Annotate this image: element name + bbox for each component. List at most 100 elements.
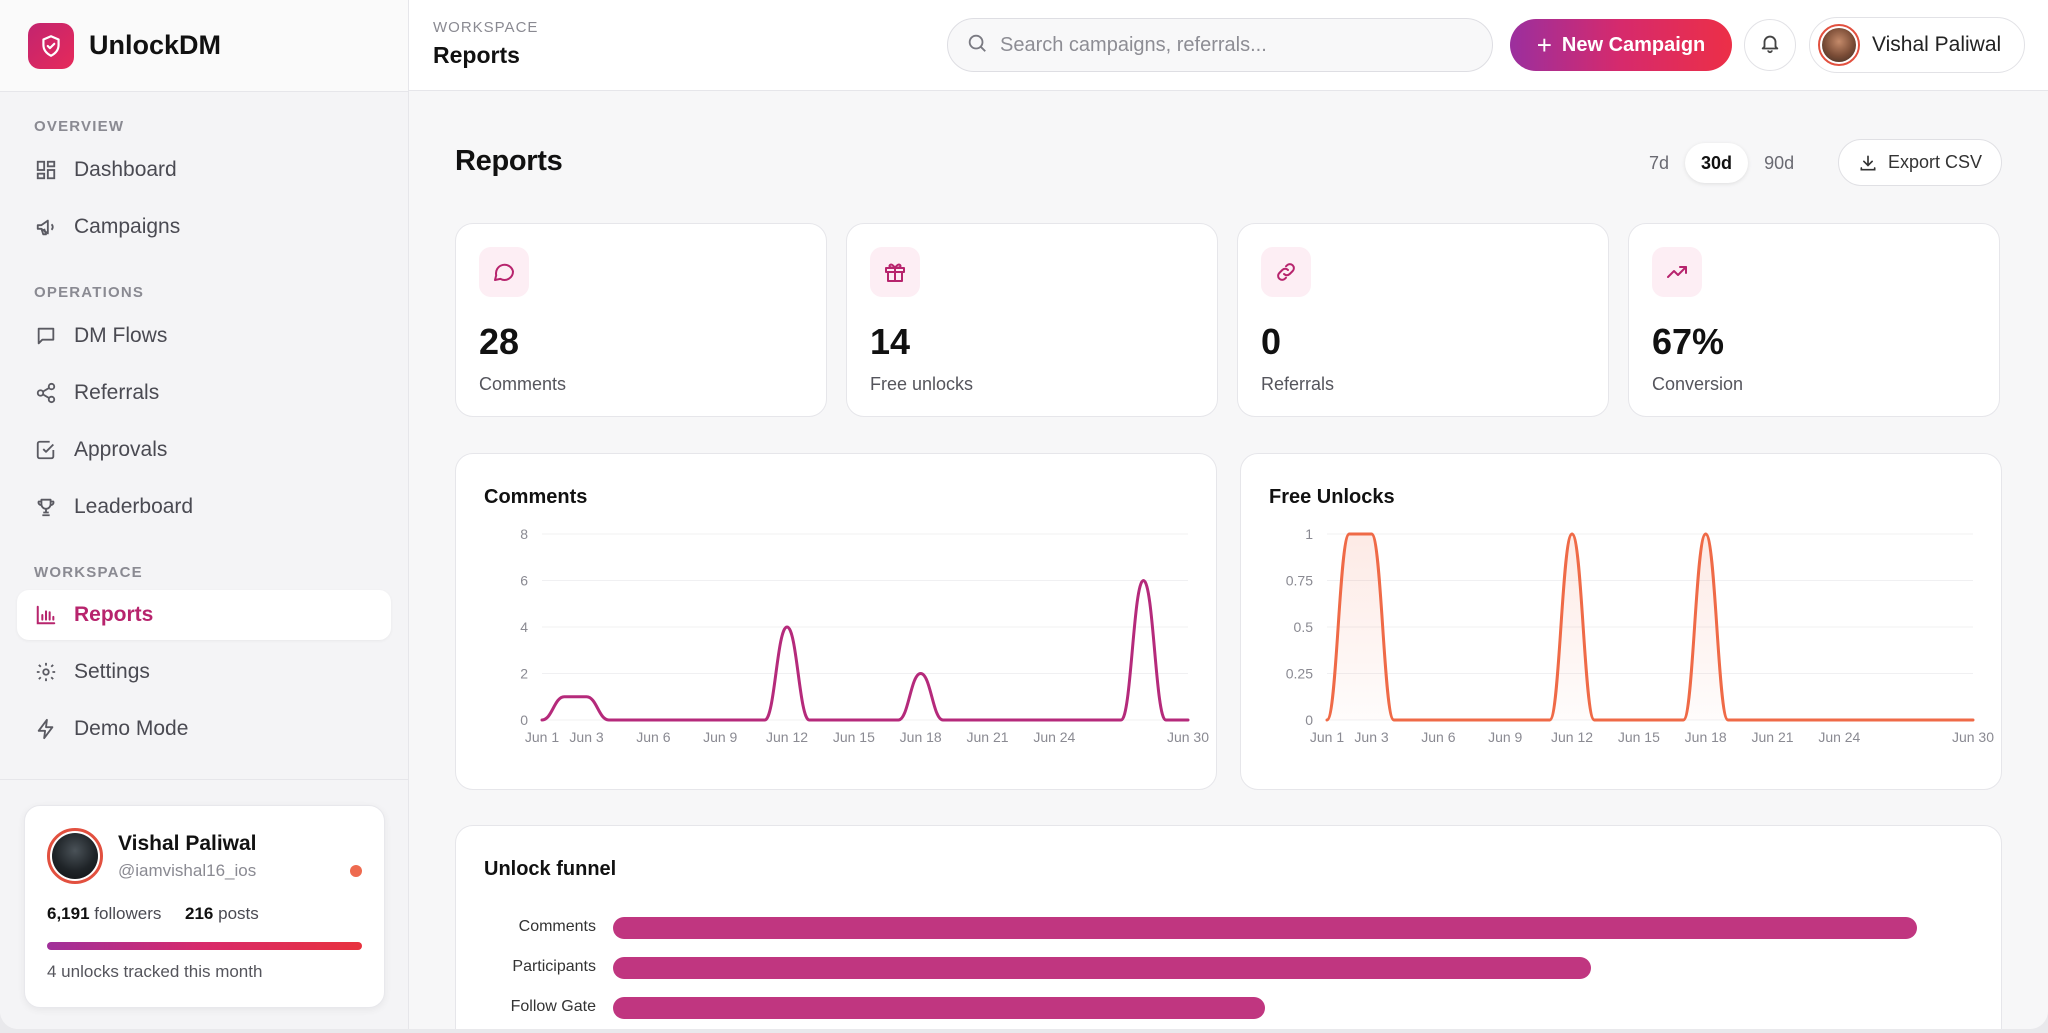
x-tick-label: Jun 12 xyxy=(1551,729,1593,745)
notifications-button[interactable] xyxy=(1744,19,1796,71)
posts-label: posts xyxy=(218,904,259,923)
sidebar-item-label: Referrals xyxy=(74,381,160,404)
y-tick-label: 4 xyxy=(520,619,528,635)
comments-chart-card: Comments 0 2 4 6 8 Jun 1 Jun 3 Jun 6 Jun 9 Jun 12… xyxy=(455,453,1217,790)
nav-section-operations: OPERATIONS xyxy=(34,284,145,301)
sidebar-item-dm-flows[interactable]: DM Flows xyxy=(17,311,391,361)
funnel-bar xyxy=(613,997,1265,1019)
user-menu-button[interactable]: Vishal Paliwal xyxy=(1809,17,2025,73)
sidebar-item-label: DM Flows xyxy=(74,324,168,347)
bar-chart-icon xyxy=(35,604,57,626)
dashboard-icon xyxy=(35,159,57,181)
stat-value: 14 xyxy=(870,321,911,362)
sidebar-item-dashboard[interactable]: Dashboard xyxy=(17,145,391,195)
free-unlocks-chart-card: Free Unlocks 0 0.25 0.5 0.75 1 Jun 1 Jun 3 Jun … xyxy=(1240,453,2002,790)
x-tick-label: Jun 1 xyxy=(1310,729,1344,745)
series-line xyxy=(1325,532,1975,722)
sidebar-item-label: Reports xyxy=(74,603,154,626)
export-label: Export CSV xyxy=(1887,152,1983,172)
breadcrumb: WORKSPACE xyxy=(433,19,539,36)
sidebar-item-campaigns[interactable]: Campaigns xyxy=(17,202,391,252)
y-tick-label: 2 xyxy=(520,666,528,682)
link-icon xyxy=(1261,247,1311,297)
x-tick-label: Jun 15 xyxy=(833,729,875,745)
sidebar-item-label: Settings xyxy=(74,660,150,683)
export-csv-button[interactable]: Export CSV xyxy=(1838,139,2002,186)
profile-handle: @iamvishal16_ios xyxy=(118,861,257,880)
x-tick-label: Jun 24 xyxy=(1818,729,1860,745)
unlock-funnel-card: Unlock funnel Comments Participants Follow… xyxy=(455,825,2002,1029)
trophy-icon xyxy=(35,496,57,518)
x-tick-label: Jun 18 xyxy=(900,729,942,745)
y-tick-label: 1 xyxy=(1305,526,1313,542)
bell-icon xyxy=(1759,32,1781,59)
stat-value: 0 xyxy=(1261,321,1282,362)
search-icon xyxy=(966,32,988,59)
stat-card-conversion: 67% Conversion xyxy=(1628,223,2000,417)
y-tick-label: 8 xyxy=(520,526,528,542)
free-unlocks-chart: 0 0.25 0.5 0.75 1 Jun 1 Jun 3 Jun 6 Jun 9 Jun 12 J… xyxy=(1286,526,1994,745)
sidebar-item-demo-mode[interactable]: Demo Mode xyxy=(17,704,391,754)
brand[interactable]: UnlockDM xyxy=(0,0,408,92)
new-campaign-label: New Campaign xyxy=(1561,33,1706,56)
sidebar-item-approvals[interactable]: Approvals xyxy=(17,425,391,475)
chat-bubble-icon xyxy=(479,247,529,297)
profile-card[interactable]: Vishal Paliwal @iamvishal16_ios 6,191 fo… xyxy=(24,805,385,1008)
search-input[interactable] xyxy=(1000,33,1480,57)
search-box[interactable] xyxy=(947,18,1493,72)
megaphone-icon xyxy=(35,216,57,238)
message-square-icon xyxy=(35,325,57,347)
page-title: Reports xyxy=(455,145,563,177)
stat-label: Free unlocks xyxy=(870,374,974,394)
sidebar-divider xyxy=(0,779,409,780)
funnel-bar xyxy=(613,957,1591,979)
profile-name: Vishal Paliwal xyxy=(118,832,257,855)
sidebar-item-settings[interactable]: Settings xyxy=(17,647,391,697)
funnel-title: Unlock funnel xyxy=(484,858,617,880)
sidebar-item-reports[interactable]: Reports xyxy=(17,590,391,640)
sidebar-item-label: Leaderboard xyxy=(74,495,194,518)
sidebar-item-referrals[interactable]: Referrals xyxy=(17,368,391,418)
posts-count: 216 xyxy=(185,904,214,923)
x-tick-label: Jun 9 xyxy=(703,729,737,745)
range-90d[interactable]: 90d xyxy=(1764,152,1795,173)
series-line xyxy=(540,579,1190,722)
stat-card-free-unlocks: 14 Free unlocks xyxy=(846,223,1218,417)
y-tick-label: 0.75 xyxy=(1286,573,1313,589)
new-campaign-button[interactable]: + New Campaign xyxy=(1510,19,1732,71)
sidebar-item-label: Demo Mode xyxy=(74,717,189,740)
gift-icon xyxy=(870,247,920,297)
shield-logo-icon xyxy=(28,22,74,69)
x-tick-label: Jun 30 xyxy=(1952,729,1994,745)
chart-title: Comments xyxy=(484,486,588,508)
nav-section-overview: OVERVIEW xyxy=(34,118,125,135)
stat-value: 67% xyxy=(1652,321,1725,362)
trending-up-icon xyxy=(1652,247,1702,297)
profile-progress-bar xyxy=(47,942,362,950)
x-tick-label: Jun 3 xyxy=(1354,729,1388,745)
x-tick-label: Jun 21 xyxy=(1751,729,1793,745)
stat-card-comments: 28 Comments xyxy=(455,223,827,417)
gear-icon xyxy=(35,661,57,683)
x-tick-label: Jun 3 xyxy=(569,729,603,745)
avatar xyxy=(1818,24,1860,66)
sidebar: UnlockDM OVERVIEW Dashboard Campaigns OP… xyxy=(0,0,409,1029)
top-header: WORKSPACE Reports + New Campaign Vishal … xyxy=(409,0,2048,91)
user-name: Vishal Paliwal xyxy=(1872,33,2002,56)
date-range-selector: 7d 30d 90d xyxy=(1633,141,1810,185)
y-tick-label: 0 xyxy=(520,712,528,728)
sidebar-item-leaderboard[interactable]: Leaderboard xyxy=(17,482,391,532)
y-tick-label: 6 xyxy=(520,573,528,589)
stat-label: Conversion xyxy=(1652,374,1744,394)
download-icon xyxy=(1858,153,1878,173)
chart-title: Free Unlocks xyxy=(1269,486,1395,508)
nav-section-workspace: WORKSPACE xyxy=(34,564,143,581)
range-30d[interactable]: 30d xyxy=(1685,143,1749,183)
x-tick-label: Jun 24 xyxy=(1033,729,1075,745)
followers-count: 6,191 xyxy=(47,904,90,923)
check-square-icon xyxy=(35,439,57,461)
y-tick-label: 0.5 xyxy=(1294,619,1314,635)
comments-chart: 0 2 4 6 8 Jun 1 Jun 3 Jun 6 Jun 9 Jun 12 Jun 15 Jun… xyxy=(520,526,1209,745)
range-7d[interactable]: 7d xyxy=(1649,152,1670,173)
